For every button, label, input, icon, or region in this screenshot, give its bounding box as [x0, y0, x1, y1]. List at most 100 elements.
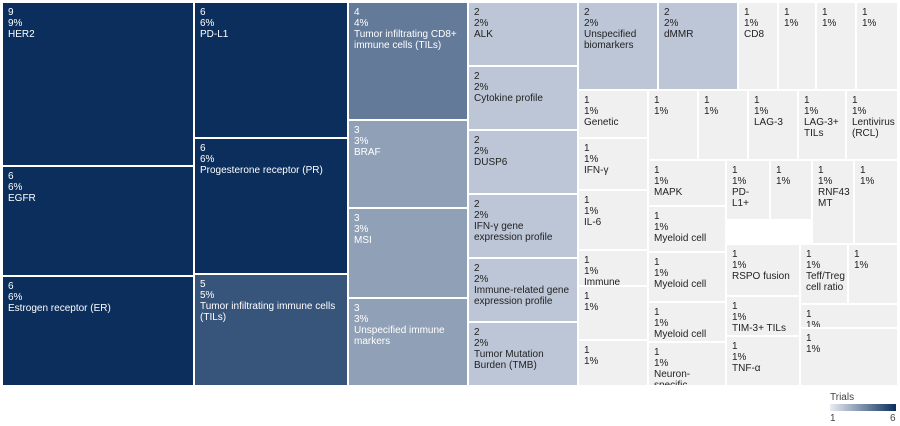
tile-pct: 1% [822, 18, 837, 29]
tile-label: 4 4% Tumor infiltrating CD8+ immune cells … [354, 7, 464, 51]
tile-pct: 1% [806, 260, 821, 271]
tile-count: 1 [804, 95, 810, 106]
treemap-tile: 1 1% [800, 304, 898, 328]
tile-label: 5 5% Tumor infiltrating immune cells (TILs… [200, 279, 344, 323]
tile-count: 1 [854, 249, 860, 260]
tile-name: Tumor Mutation Burden (TMB) [474, 349, 544, 371]
tile-pct: 1% [806, 320, 821, 328]
treemap-tile: 1 1% [856, 2, 898, 90]
tile-name: ALK [474, 29, 493, 40]
tile-pct: 2% [474, 18, 489, 29]
tile-name: Estrogen receptor (ER) [8, 303, 111, 314]
treemap-tile: 3 3% Unspecified immune markers [348, 298, 468, 386]
tile-count: 1 [654, 307, 660, 318]
tile-label: 1 1% Myeloid cell [654, 307, 722, 340]
tile-label: 1 1% Neuron-specific [654, 347, 722, 385]
tile-pct: 1% [654, 176, 669, 187]
tile-pct: 3% [354, 314, 369, 325]
tile-name: Unspecified immune markers [354, 325, 445, 347]
tile-count: 1 [732, 165, 738, 176]
tile-count: 1 [654, 347, 660, 358]
treemap-tile: 1 1% Myeloid cell [648, 252, 726, 302]
tile-pct: 1% [732, 176, 747, 187]
tile-label: 2 2% IFN-γ gene expression profile [474, 199, 574, 243]
tile-name: DUSP6 [474, 157, 508, 168]
tile-label: 2 2% DUSP6 [474, 135, 574, 168]
tile-pct: 2% [584, 18, 599, 29]
treemap-tile: 5 5% Tumor infiltrating immune cells (TILs… [194, 274, 348, 386]
tile-name: RNF43 MT [818, 187, 850, 209]
tile-pct: 1% [806, 344, 821, 355]
treemap-tile: 1 1% TIM-3+ TILs [726, 296, 800, 336]
tile-name: IFN-γ gene expression profile [474, 221, 553, 243]
tile-label: 1 1% [784, 7, 812, 29]
tile-pct: 1% [862, 18, 877, 29]
tile-count: 6 [200, 143, 206, 154]
treemap-tile: 3 3% BRAF [348, 120, 468, 208]
tile-label: 1 1% [776, 165, 808, 187]
tile-label: 1 1% CD8 [744, 7, 774, 40]
tile-name: Tumor infiltrating immune cells (TILs) [200, 301, 336, 323]
tile-count: 6 [8, 171, 14, 182]
tile-name: Myeloid cell [654, 279, 707, 290]
treemap-tile: 1 1% Neuron-specific [648, 342, 726, 386]
tile-pct: 6% [8, 182, 23, 193]
tile-pct: 1% [732, 312, 747, 323]
treemap-tile: 4 4% Tumor infiltrating CD8+ immune cells … [348, 2, 468, 120]
treemap-tile: 1 1% Lentivirus (RCL) [846, 90, 898, 160]
tile-label: 1 1% Teff/Treg cell ratio [806, 249, 845, 293]
tile-pct: 1% [584, 302, 599, 313]
tile-pct: 1% [654, 106, 669, 117]
tile-pct: 1% [654, 358, 669, 369]
tile-name: PD-L1 [200, 29, 229, 40]
tile-count: 6 [200, 7, 206, 18]
tile-label: 1 1% [854, 249, 894, 271]
tile-label: 1 1% PD-L1+ [732, 165, 766, 209]
tile-label: 3 3% BRAF [354, 125, 464, 158]
tile-count: 1 [704, 95, 710, 106]
tile-label: 1 1% Myeloid cell [654, 257, 722, 290]
tile-label: 1 1% TNF-α [732, 341, 796, 374]
tile-name: dMMR [664, 29, 694, 40]
treemap-tile: 3 3% MSI [348, 208, 468, 298]
tile-name: LAG-3 [754, 117, 783, 128]
tile-name: Teff/Treg cell ratio [806, 271, 845, 293]
tile-label: 2 2% Immune-related gene expression profil… [474, 263, 574, 307]
tile-pct: 9% [8, 18, 23, 29]
tile-count: 1 [862, 7, 868, 18]
tile-label: 1 1% Myeloid cell [654, 211, 722, 244]
tile-count: 1 [584, 291, 590, 302]
tile-count: 1 [654, 211, 660, 222]
treemap-tile: 2 2% DUSP6 [468, 130, 578, 194]
treemap-tile: 1 1% PD-L1+ [726, 160, 770, 220]
tile-count: 2 [474, 135, 480, 146]
tile-count: 1 [584, 255, 590, 266]
tile-label: 1 1% TIM-3+ TILs [732, 301, 796, 334]
tile-pct: 1% [654, 222, 669, 233]
tile-name: EGFR [8, 193, 36, 204]
treemap-tile: 1 1% [698, 90, 748, 160]
tile-label: 1 1% LAG-3+ TILs [804, 95, 842, 139]
tile-label: 1 1% Immune [584, 255, 644, 285]
tile-count: 2 [474, 327, 480, 338]
tile-name: CD8 [744, 29, 765, 40]
tile-pct: 3% [354, 136, 369, 147]
tile-pct: 2% [474, 82, 489, 93]
treemap-tile: 9 9% HER2 [2, 2, 194, 166]
tile-count: 1 [732, 341, 738, 352]
tile-pct: 4% [354, 18, 369, 29]
tile-label: 1 1% [584, 345, 644, 367]
tile-count: 3 [354, 125, 360, 136]
tile-label: 1 1% MAPK [654, 165, 722, 198]
tile-pct: 1% [744, 18, 759, 29]
tile-label: 1 1% [806, 309, 894, 328]
tile-count: 1 [852, 95, 858, 106]
treemap-tile: 1 1% [816, 2, 856, 90]
tile-count: 1 [784, 7, 790, 18]
treemap-tile: 1 1% LAG-3+ TILs [798, 90, 846, 160]
tile-pct: 3% [354, 224, 369, 235]
tile-name: Unspecified biomarkers [584, 29, 637, 51]
tile-pct: 1% [784, 18, 799, 29]
tile-pct: 1% [804, 106, 819, 117]
tile-name: TNF-α [732, 363, 761, 374]
